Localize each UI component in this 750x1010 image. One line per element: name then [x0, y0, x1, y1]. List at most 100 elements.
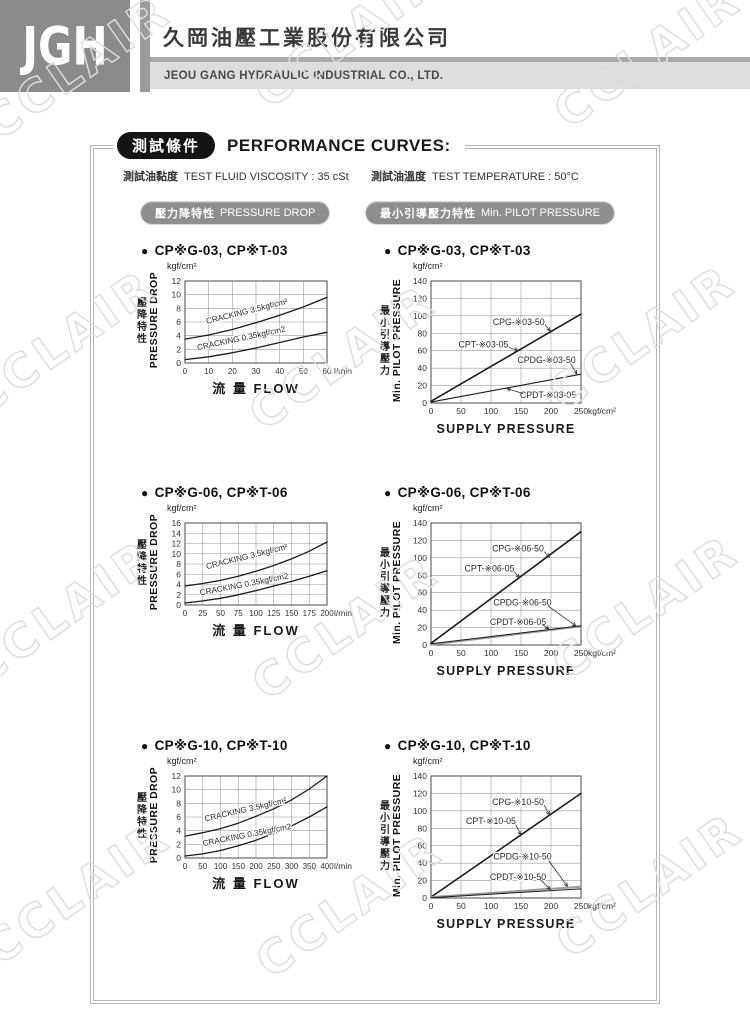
svg-text:60: 60 — [418, 841, 428, 851]
leader-arrowhead — [545, 810, 550, 816]
svg-text:140: 140 — [413, 518, 427, 528]
svg-text:4: 4 — [176, 826, 181, 836]
svg-text:0: 0 — [422, 893, 427, 903]
grid-lines — [185, 776, 327, 858]
svg-text:16: 16 — [172, 518, 182, 528]
svg-text:125: 125 — [267, 609, 281, 618]
bullet-icon: ● — [141, 739, 149, 753]
svg-text:200: 200 — [249, 862, 263, 871]
bullet-icon: ● — [384, 486, 392, 500]
svg-text:250: 250 — [574, 901, 588, 911]
svg-text:12: 12 — [172, 771, 182, 781]
y-axis-label: 最小引導壓力 Min. PILOT PRESSURE — [374, 260, 404, 421]
leader-line — [544, 324, 551, 332]
leader-arrowhead — [515, 573, 521, 579]
y-axis-label-english: Min. PILOT PRESSURE — [390, 278, 403, 403]
y-axis-label-chinese: 最小引導壓力 — [377, 546, 389, 619]
x-axis-label: SUPPLY PRESSURE — [436, 664, 576, 678]
leader-arrowhead — [571, 622, 577, 627]
leader-line — [540, 879, 551, 890]
svg-text:250: 250 — [267, 862, 281, 871]
chart-body: 最小引導壓力 Min. PILOT PRESSURE kgf/cm² CPG-※10-… — [374, 755, 631, 934]
plot-border — [184, 522, 328, 606]
svg-text:140: 140 — [413, 276, 427, 286]
header-rule — [150, 57, 750, 62]
plot-column: kgf/cm² CRACKING 3.5kgf/cm² CRACKING 0.35k… — [161, 502, 361, 641]
y-axis-unit: kgf/cm² — [167, 503, 197, 513]
svg-text:0: 0 — [183, 367, 188, 376]
svg-text:100: 100 — [484, 901, 498, 911]
svg-text:100: 100 — [484, 406, 498, 416]
y-axis-label-english: Min. PILOT PRESSURE — [390, 773, 403, 898]
leader-line — [542, 624, 549, 630]
series-label: CPDG-※06-50 — [493, 597, 551, 607]
leader-arrowhead — [544, 625, 550, 630]
svg-text:12: 12 — [172, 539, 182, 549]
series-label: CPDT-※10-50 — [490, 872, 546, 882]
series-label: CPG-※06-50 — [492, 544, 544, 554]
svg-text:40: 40 — [275, 367, 284, 376]
svg-text:250: 250 — [574, 648, 588, 658]
svg-text:50: 50 — [299, 367, 308, 376]
svg-text:300: 300 — [285, 862, 299, 871]
svg-text:80: 80 — [418, 823, 428, 833]
y-axis-label-english: Min. PILOT PRESSURE — [390, 520, 403, 645]
series-curve — [430, 888, 582, 899]
y-axis-label-english: PRESSURE DROP — [147, 514, 160, 611]
plot-border — [430, 522, 582, 646]
svg-text:350: 350 — [303, 862, 317, 871]
svg-text:80: 80 — [418, 570, 428, 580]
page-title: PERFORMANCE CURVES: — [227, 135, 451, 155]
chart-title-text: CP※G-03, CP※T-03 — [397, 243, 531, 258]
test-conditions-badge: 測試條件 — [117, 132, 216, 159]
svg-text:14: 14 — [172, 528, 182, 538]
svg-text:0: 0 — [422, 398, 427, 408]
x-axis-label: SUPPLY PRESSURE — [436, 422, 576, 436]
plot-column: kgf/cm² CPG-※03-50 CPT-※03-05 CPDG-※03-50 CP… — [404, 260, 631, 439]
y-axis-unit: kgf/cm² — [413, 756, 443, 766]
y-axis-label: 最小引導壓力 Min. PILOT PRESSURE — [374, 502, 404, 663]
svg-text:0: 0 — [429, 901, 434, 911]
svg-text:50: 50 — [456, 901, 466, 911]
chart-body: 壓降特性 PRESSURE DROP kgf/cm² CRACKING 3.5kgf/… — [131, 755, 361, 894]
svg-text:100: 100 — [413, 806, 427, 816]
chart-title-text: CP※G-03, CP※T-03 — [154, 243, 288, 258]
svg-text:0: 0 — [422, 640, 427, 650]
svg-text:120: 120 — [413, 535, 427, 545]
svg-text:10: 10 — [172, 290, 182, 300]
series-curve — [430, 625, 582, 645]
svg-text:2: 2 — [176, 590, 181, 600]
svg-text:200: 200 — [544, 901, 558, 911]
svg-text:250: 250 — [574, 406, 588, 416]
series-label: CPT-※03-05 — [459, 339, 509, 349]
svg-text:12: 12 — [172, 276, 182, 286]
svg-text:2: 2 — [176, 839, 181, 849]
y-axis-label-chinese: 壓降特性 — [134, 791, 146, 840]
x-axis-unit: l/min — [334, 366, 352, 376]
svg-text:400: 400 — [320, 862, 334, 871]
svg-text:6: 6 — [176, 569, 181, 579]
svg-text:40: 40 — [418, 363, 428, 373]
svg-text:8: 8 — [176, 559, 181, 569]
x-axis-unit: l/min — [334, 861, 352, 871]
svg-text:200: 200 — [544, 406, 558, 416]
plot-column: kgf/cm² CPG-※06-50 CPT-※06-05 CPDG-※06-50 CP… — [404, 502, 631, 681]
svg-text:40: 40 — [418, 858, 428, 868]
y-tick-labels: 0 20 40 60 80 100 120 140 — [413, 771, 427, 903]
svg-text:6: 6 — [176, 812, 181, 822]
series-label: CPT-※06-05 — [465, 564, 515, 574]
series-label: CPT-※10-05 — [466, 816, 516, 826]
svg-text:10: 10 — [172, 549, 182, 559]
leader-line — [508, 347, 519, 351]
company-logo: JGH — [0, 0, 130, 92]
leader-arrowhead — [546, 327, 551, 332]
svg-text:10: 10 — [172, 785, 182, 795]
leader-arrowhead — [506, 387, 511, 392]
svg-text:0: 0 — [176, 358, 181, 368]
series-curve — [430, 373, 582, 403]
y-axis-label-chinese: 壓降特性 — [134, 296, 146, 345]
svg-text:60: 60 — [418, 346, 428, 356]
svg-text:50: 50 — [216, 609, 225, 618]
grid-lines — [431, 523, 581, 645]
